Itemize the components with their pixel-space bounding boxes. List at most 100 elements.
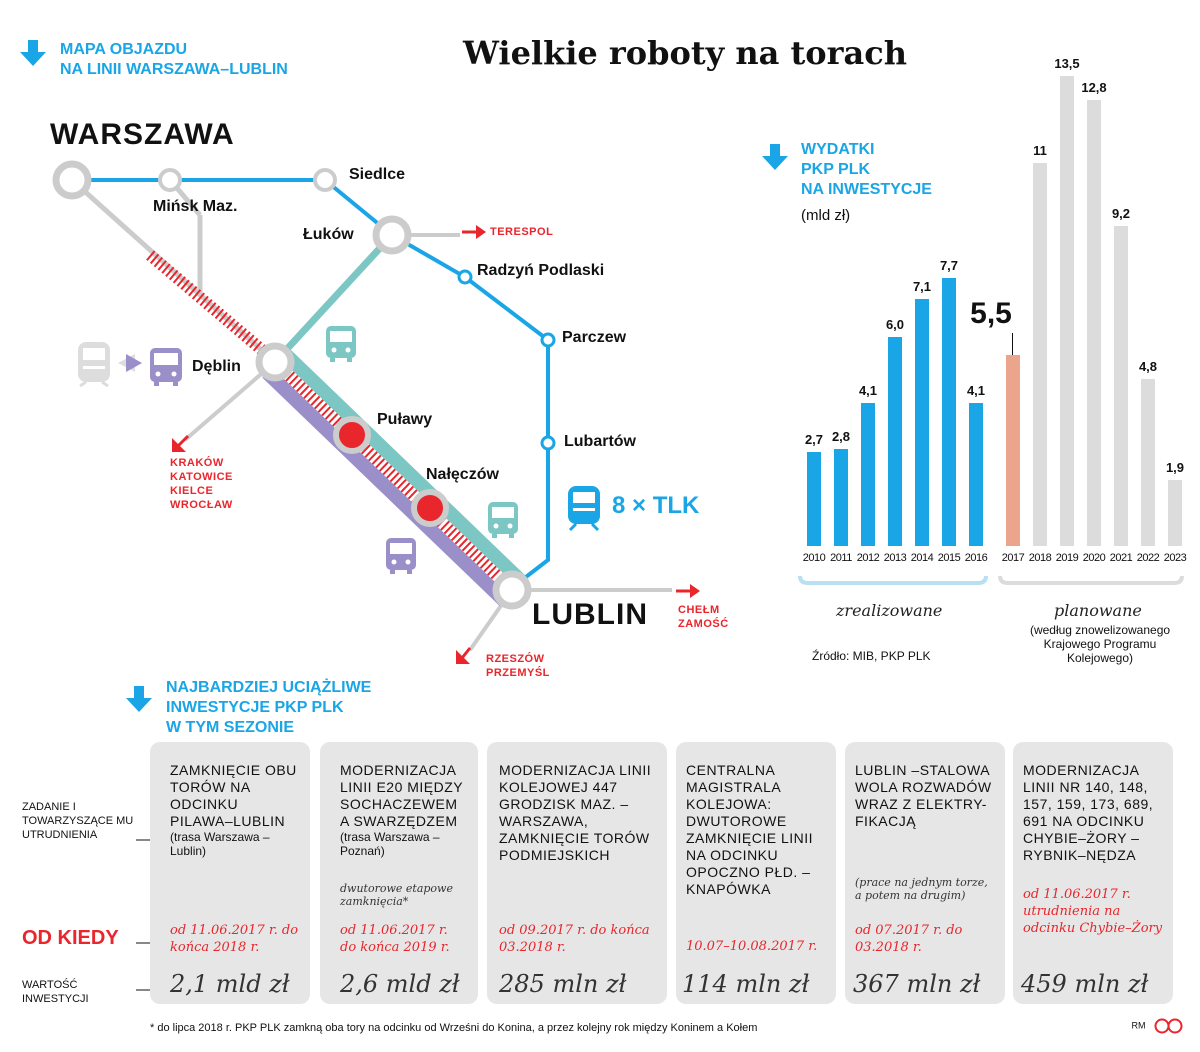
bar-2011 [834,448,848,546]
card-route: (trasa Warszawa –Lublin) [170,830,270,858]
rail-lukow-deblin [272,232,395,365]
year-tick-label: 2015 [937,552,961,564]
bracket-planned [998,575,1184,585]
card-title: MODERNIZACJA LINII NR 140, 148, 157, 159… [1023,762,1154,863]
bar-2018 [1033,163,1047,546]
arrow-down-icon [762,144,788,170]
card-route: (trasa Warszawa –Poznań) [340,830,440,858]
year-tick-label: 2013 [883,552,907,564]
station-parczew [540,332,556,348]
station-deblin [255,342,295,382]
bar-value-label: 6,0 [885,317,905,333]
bar-value-label: 2,7 [804,432,824,447]
year-tick-label: 2021 [1109,552,1133,564]
bar-2014 [915,298,929,546]
station-siedlce [313,168,337,192]
station-radzyn [457,269,473,285]
year-tick-label: 2016 [964,552,988,564]
investments-heading-line3: W TYM SEZONIE [166,719,294,736]
page-title: Wielkie roboty na torach [463,34,907,72]
bar-value-label: 9,2 [1111,205,1131,221]
arrow-down-icon [126,686,152,712]
arrow-down-left-icon [456,647,472,664]
label-pulawy: Puławy [377,411,433,428]
investment-card: MODERNIZACJA LINII NR 140, 148, 157, 159… [1013,742,1173,1004]
year-tick-label: 2014 [910,552,934,564]
card-date: 10.07–10.08.2017 r. [686,939,818,954]
arrow-down-icon [20,40,46,66]
bar-value-label: 1,9 [1165,459,1185,475]
bar-value-label: 7,1 [912,278,932,294]
arrow-right-icon [462,225,486,239]
rail-warszawa-deblin [70,178,277,364]
map-heading: MAPA OBJAZDU NA LINII WARSZAWA–LUBLIN [60,40,288,80]
direction-line: ZAMOŚĆ [678,618,729,630]
bar-value-label: 5,5 [970,296,1012,330]
card-date: od 07.2017 r. do 03.2018 r. [855,923,963,955]
card-title: MODERNIZACJA LINII KOLEJOWEJ 447 GRODZIS… [499,762,652,863]
station-warszawa [52,160,92,200]
station-minsk [158,168,182,192]
bar-2022 [1141,378,1155,546]
bracket-realized [798,575,988,585]
arrow-right-icon [126,354,142,372]
bar-value-label: 13,5 [1054,56,1080,71]
bus-route-purple [262,366,511,606]
card-note: dwutorowe etapowe zamknięcia* [340,882,453,908]
bus-icon [150,348,182,386]
author-initials: RM [1131,1020,1146,1031]
bar-value-label: 2,8 [831,428,851,444]
investments-heading: NAJBARDZIEJ UCIĄŻLIWE INWESTYCJE PKP PLK… [166,678,371,738]
train-icon [78,342,110,388]
card-title: MODERNIZACJA LINII E20 MIĘDZY SOCHACZEWE… [340,762,463,829]
station-pulawy [333,416,371,454]
label-planned: planowane [1054,601,1142,620]
year-tick-label: 2022 [1136,552,1160,564]
card-value: 459 mln zł [1021,970,1149,998]
bar-value-label: 11 [1033,143,1047,159]
investments-heading-line1: NAJBARDZIEJ UCIĄŻLIWE [166,679,372,696]
credits: RM [1131,1018,1184,1034]
station-lublin [492,570,532,610]
direction-terespol: TERESPOL [490,226,554,238]
direction-rzeszow: RZESZÓW PRZEMYŚL [486,652,550,680]
station-lukow [372,215,412,255]
card-note: (prace na jednym torze, a potem na drugi… [855,876,988,902]
footnote: * do lipca 2018 r. PKP PLK zamkną oba to… [150,1022,758,1034]
bus-icon [326,326,356,362]
bar-2017 [1006,354,1020,546]
highlight-leader-line [1012,332,1013,355]
publisher-logo-icon [1154,1018,1183,1034]
row-label-since: OD KIEDY [22,927,119,949]
bar-2016 [969,403,983,546]
bar-value-label: 4,1 [858,383,878,399]
bar-2023 [1168,479,1182,546]
bus-icon [386,538,416,574]
year-tick-label: 2019 [1055,552,1079,564]
investment-card: ZAMKNIĘCIE OBU TORÓW NA ODCINKU PILAWA–L… [150,742,310,1004]
label-radzyn: Radzyń Podlaski [477,262,605,279]
chart-heading-line1: WYDATKI [801,141,875,158]
bar-value-label: 12,8 [1081,80,1107,96]
station-lubartow [540,435,556,451]
direction-line: KATOWICE [170,471,233,483]
railway-map [52,160,700,664]
row-label-value: WARTOŚĆ INWESTYCJI [22,979,89,1005]
tlk-count: 8 × TLK [612,492,700,519]
bar-2020 [1087,100,1101,546]
label-naleczow: Nałęczów [426,466,499,483]
direction-line: PRZEMYŚL [486,667,550,679]
bar-2019 [1060,76,1074,546]
label-lukow: Łuków [303,226,354,243]
investment-card: LUBLIN –STALOWA WOLA ROZWADÓW WRAZ Z ELE… [845,742,1005,1004]
chart-heading: WYDATKI PKP PLK NA INWESTYCJE [801,140,932,200]
arrow-right-icon [676,584,700,598]
label-deblin: Dęblin [192,358,241,375]
bar-2021 [1114,225,1128,546]
bar-value-label: 4,1 [966,383,986,399]
investment-card: MODERNIZACJA LINII E20 MIĘDZY SOCHACZEWE… [320,742,478,1004]
bar-2012 [861,403,875,546]
arrow-down-left-icon [172,434,190,452]
card-value: 285 mln zł [499,970,627,998]
chart-source: Źródło: MIB, PKP PLK [812,649,931,663]
